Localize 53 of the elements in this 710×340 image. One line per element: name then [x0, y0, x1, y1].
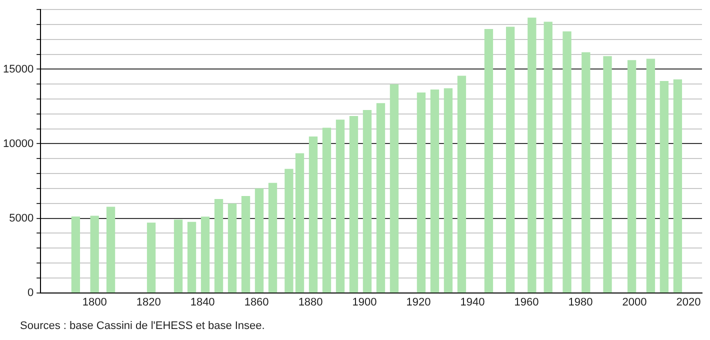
bar [430, 89, 440, 293]
bar [200, 216, 210, 293]
bar [106, 206, 116, 293]
bar [268, 182, 278, 293]
bar [362, 110, 372, 293]
bar [322, 128, 332, 293]
x-tick-label: 2000 [622, 296, 647, 308]
bar [646, 58, 656, 293]
bar [544, 22, 552, 293]
x-tick-label: 1880 [298, 296, 323, 308]
x-tick-label: 1940 [460, 296, 485, 308]
x-tick-label: 2020 [676, 296, 701, 308]
x-tick-label: 1800 [82, 296, 107, 308]
x-tick-label: 1840 [190, 296, 215, 308]
bar [528, 18, 536, 293]
bar [71, 216, 80, 293]
bar [484, 28, 494, 293]
bar [376, 103, 386, 293]
y-tick-label: 0 [27, 286, 34, 299]
bar [506, 26, 515, 293]
bar [90, 216, 99, 293]
bar [673, 79, 682, 293]
x-tick-label: 1980 [568, 296, 593, 308]
bar [146, 222, 156, 293]
bar [228, 203, 237, 293]
y-tick-label: 5000 [9, 212, 34, 224]
y-tick-label: 10000 [2, 138, 34, 150]
bar [416, 92, 426, 293]
bar [582, 52, 590, 293]
bar [349, 116, 358, 293]
bar [627, 60, 636, 293]
bar [284, 168, 294, 293]
x-tick-label: 1920 [406, 296, 431, 308]
bar [295, 153, 304, 293]
bar [562, 31, 572, 293]
bar [187, 222, 196, 293]
bar [174, 220, 183, 293]
bar [444, 88, 453, 293]
bar [660, 80, 669, 293]
bar [457, 76, 466, 293]
x-tick-label: 1860 [244, 296, 269, 308]
bar [254, 188, 264, 293]
bar [336, 120, 345, 293]
x-tick-label: 1820 [136, 296, 161, 308]
source-note: Sources : base Cassini de l'EHESS et base Insee. [20, 320, 265, 332]
x-tick-label: 1900 [352, 296, 377, 308]
y-tick-label: 15000 [2, 63, 34, 76]
bar [241, 196, 250, 293]
bar [390, 84, 399, 293]
x-tick-label: 1960 [514, 296, 539, 308]
bar [603, 56, 612, 293]
bar [214, 199, 224, 293]
bar [308, 136, 318, 293]
